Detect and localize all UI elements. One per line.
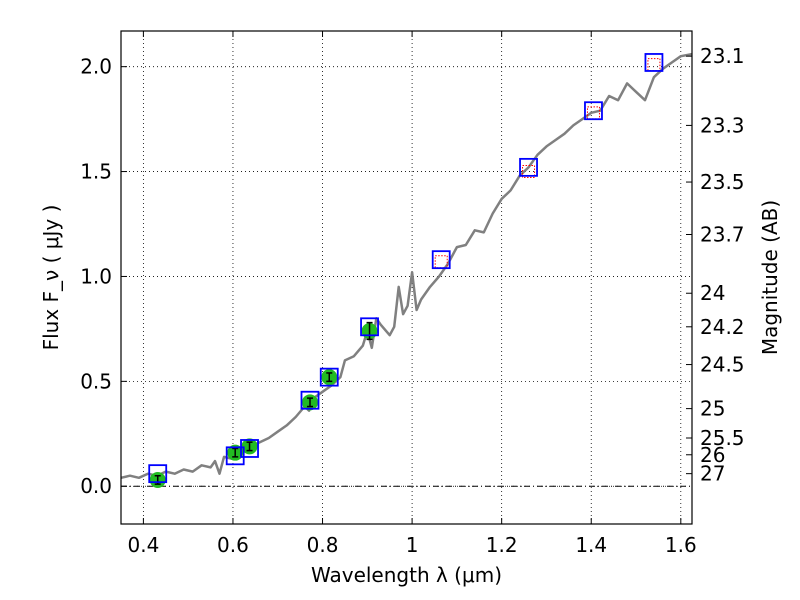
plot-frame xyxy=(120,30,693,525)
y2-tick-label: 23.1 xyxy=(700,44,745,68)
x-tick-label: 0.6 xyxy=(217,533,249,557)
axis-ticks: 0.4 0.6 0.8 1 1.2 1.4 1.6 0.0 0.5 1.0 1.5 2.0 23.1 23… xyxy=(80,31,745,557)
model-photometry-square xyxy=(240,439,259,458)
x-axis-title: Wavelength λ (μm) xyxy=(311,563,502,587)
y2-tick-label: 26 xyxy=(700,443,725,467)
y2-tick-label: 23.5 xyxy=(700,170,745,194)
spectrum-line xyxy=(120,52,693,480)
model-photometry-square xyxy=(300,390,320,410)
x-tick-label: 0.8 xyxy=(307,533,339,557)
y2-tick-label: 27 xyxy=(700,462,725,486)
model-photometry-square xyxy=(360,317,379,337)
y-tick-label: 1.0 xyxy=(80,264,112,288)
y2-tick-label: 24 xyxy=(700,281,725,305)
model-photometry-square xyxy=(584,101,603,121)
model-photometry-square xyxy=(319,367,339,387)
upper-limit-marker xyxy=(522,165,536,179)
y-tick-label: 1.5 xyxy=(80,160,112,184)
data-marks xyxy=(148,53,664,488)
y2-tick-label: 23.7 xyxy=(700,222,745,246)
x-tick-label: 1 xyxy=(406,533,419,557)
y2-tick-label: 24.5 xyxy=(700,353,745,377)
y2-tick-label: 25.5 xyxy=(700,426,745,450)
y2-tick-label: 24.2 xyxy=(700,315,745,339)
model-photometry-square xyxy=(644,53,664,72)
model-photometry-square xyxy=(519,157,538,177)
model-photometry-square xyxy=(225,446,245,466)
model-photometry-square xyxy=(148,464,168,484)
y2-tick-label: 23.3 xyxy=(700,113,745,137)
y2-axis-title: Magnitude (AB) xyxy=(758,200,782,355)
x-tick-label: 1.2 xyxy=(486,533,518,557)
y-tick-label: 0.0 xyxy=(80,474,112,498)
model-photometry-square xyxy=(431,250,451,270)
x-tick-label: 0.4 xyxy=(127,533,159,557)
x-tick-label: 1.4 xyxy=(575,533,607,557)
y-axis-title: Flux F_ν ( μJy ) xyxy=(39,205,63,351)
y-tick-label: 2.0 xyxy=(80,55,112,79)
y-tick-label: 0.5 xyxy=(80,369,112,393)
x-tick-label: 1.6 xyxy=(665,533,697,557)
y2-tick-label: 25 xyxy=(700,397,725,421)
